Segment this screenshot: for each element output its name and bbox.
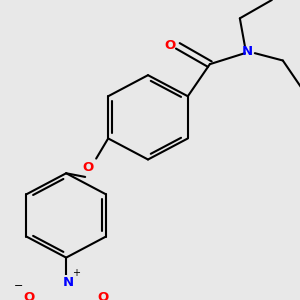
Text: O: O [164,39,176,52]
Text: −: − [14,281,23,291]
Text: O: O [98,290,109,300]
Text: N: N [63,276,74,289]
Text: O: O [23,290,35,300]
Text: +: + [72,268,80,278]
Text: O: O [82,161,94,174]
Text: N: N [241,45,252,58]
